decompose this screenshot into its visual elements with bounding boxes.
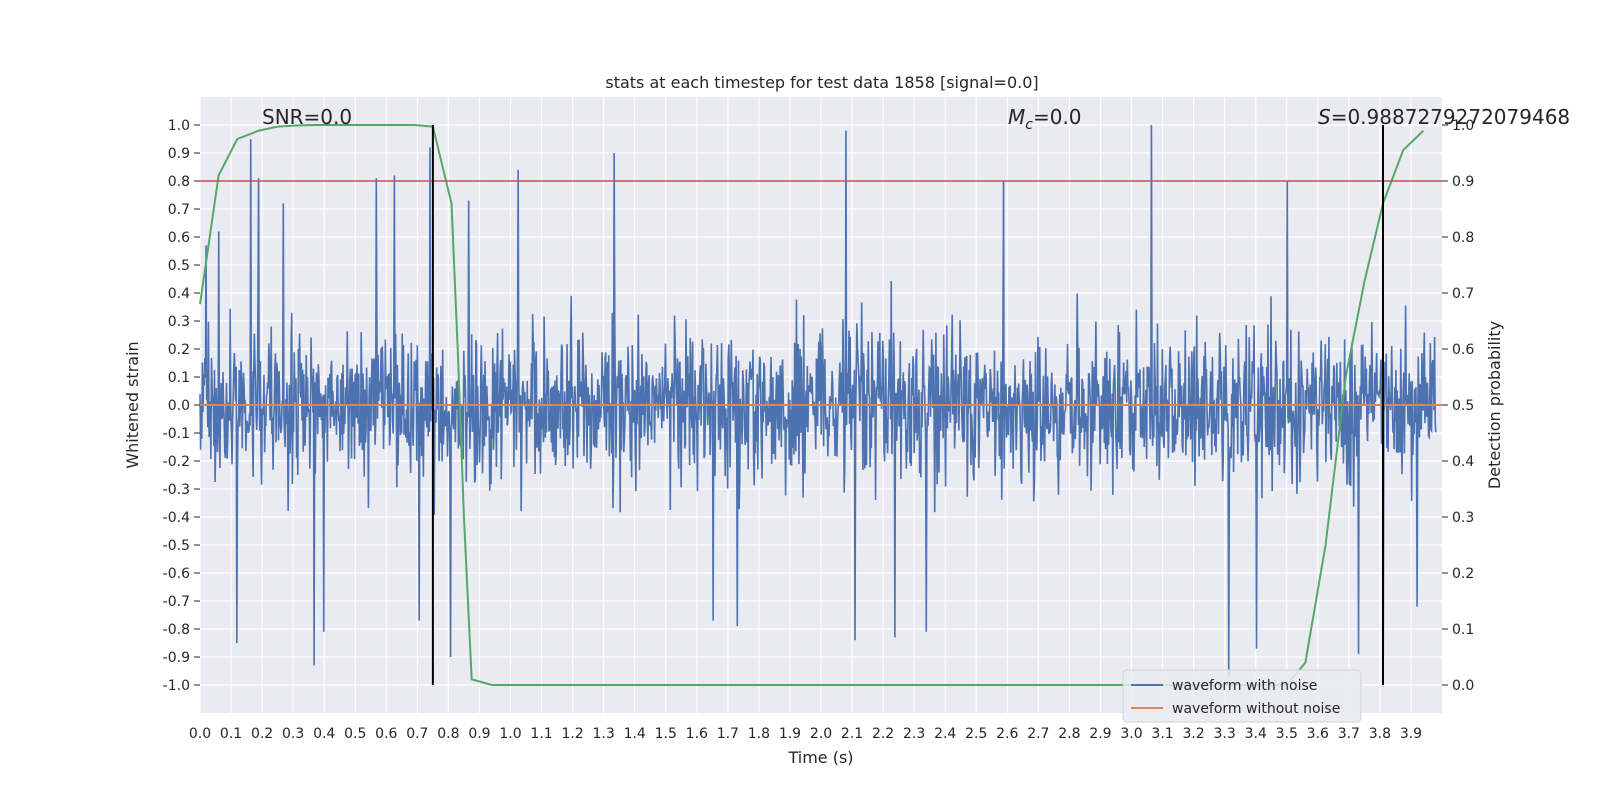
- x-tick-label: 3.0: [1120, 726, 1142, 742]
- x-tick-label: 1.8: [748, 726, 770, 742]
- score-annotation: S=0.9887279272079468: [1318, 105, 1570, 129]
- s-symbol: S: [1318, 105, 1331, 129]
- chart-title: stats at each timestep for test data 185…: [605, 73, 1038, 92]
- x-tick-label: 0.5: [344, 726, 366, 742]
- x-tick-label: 1.4: [624, 726, 646, 742]
- x-tick-label: 1.9: [779, 726, 801, 742]
- series-detection-probability: [199, 124, 1425, 686]
- y-left-tick-label: -0.5: [163, 538, 190, 554]
- x-tick-label: 3.1: [1151, 726, 1173, 742]
- y-right-tick-label: 0.3: [1452, 510, 1474, 526]
- x-tick-label: 3.5: [1276, 726, 1298, 742]
- x-tick-label: 2.3: [903, 726, 925, 742]
- y-left-tick-label: 0.9: [168, 146, 190, 162]
- x-tick-label: 2.9: [1089, 726, 1111, 742]
- snr-annotation: SNR=0.0: [262, 105, 352, 129]
- y-left-tick-label: 0.4: [168, 286, 190, 302]
- y-left-tick-label: 0.6: [168, 230, 190, 246]
- series-layer: [199, 124, 1442, 686]
- mc-subscript: c: [1025, 117, 1033, 133]
- y-right-tick-label: 0.4: [1452, 454, 1474, 470]
- x-tick-label: 1.1: [530, 726, 552, 742]
- y-right-tick-label: 0.9: [1452, 174, 1474, 190]
- y-axis-left: 1.0 0.9 0.8 0.7 0.6 0.5 0.4 0.3 0.2 0.1 0.0 -0.1 -0.…: [163, 118, 200, 694]
- y-right-tick-label: 0.8: [1452, 230, 1474, 246]
- y-left-tick-label: -1.0: [163, 678, 190, 694]
- x-tick-label: 2.5: [965, 726, 987, 742]
- y-left-tick-label: -0.2: [163, 454, 190, 470]
- x-tick-label: 3.4: [1245, 726, 1267, 742]
- series-waveform-with-noise: [199, 124, 1437, 677]
- legend: waveform with noise waveform without noi…: [1122, 669, 1362, 723]
- y-right-tick-label: 0.6: [1452, 342, 1474, 358]
- y-left-tick-label: 1.0: [168, 118, 190, 134]
- x-tick-label: 0.0: [189, 726, 211, 742]
- x-tick-label: 1.3: [593, 726, 615, 742]
- legend-label-without-noise: waveform without noise: [1172, 701, 1340, 717]
- x-tick-label: 0.9: [468, 726, 490, 742]
- x-tick-label: 1.2: [561, 726, 583, 742]
- x-tick-label: 2.7: [1027, 726, 1049, 742]
- x-axis: 0.0 0.1 0.2 0.3 0.4 0.5 0.6 0.7 0.8 0.9 1.0 1.1 1.2 1…: [189, 726, 1422, 742]
- x-tick-label: 2.4: [934, 726, 956, 742]
- y-left-tick-label: -0.4: [163, 510, 190, 526]
- x-tick-label: 3.7: [1338, 726, 1360, 742]
- x-tick-label: 1.7: [717, 726, 739, 742]
- x-axis-label: Time (s): [787, 748, 853, 767]
- x-tick-label: 3.2: [1182, 726, 1204, 742]
- y-left-tick-label: 0.7: [168, 202, 190, 218]
- x-tick-label: 3.9: [1400, 726, 1422, 742]
- s-value: =0.9887279272079468: [1331, 105, 1570, 129]
- x-tick-label: 0.2: [251, 726, 273, 742]
- chirp-mass-annotation: Mc=0.0: [1008, 105, 1082, 133]
- y-left-tick-label: -0.8: [163, 622, 190, 638]
- x-tick-label: 1.5: [655, 726, 677, 742]
- y-left-tick-label: 0.5: [168, 258, 190, 274]
- y-left-tick-label: 0.2: [168, 342, 190, 358]
- y-left-tick-label: -0.7: [163, 594, 190, 610]
- x-tick-label: 3.3: [1214, 726, 1236, 742]
- y-right-tick-label: 0.0: [1452, 678, 1474, 694]
- x-tick-label: 0.3: [282, 726, 304, 742]
- x-tick-label: 2.8: [1058, 726, 1080, 742]
- x-tick-label: 0.8: [437, 726, 459, 742]
- y-left-tick-label: -0.9: [163, 650, 190, 666]
- x-tick-label: 1.6: [686, 726, 708, 742]
- y-right-tick-label: 1.0: [1452, 118, 1474, 134]
- x-tick-label: 2.2: [872, 726, 894, 742]
- y-right-tick-label: 0.7: [1452, 286, 1474, 302]
- y-left-tick-label: 0.3: [168, 314, 190, 330]
- y-left-tick-label: 0.1: [168, 370, 190, 386]
- y-left-tick-label: -0.1: [163, 426, 190, 442]
- x-tick-label: 2.6: [996, 726, 1018, 742]
- mc-value: =0.0: [1033, 105, 1082, 129]
- x-tick-label: 1.0: [499, 726, 521, 742]
- y-axis-right: 1.0 0.9 0.8 0.7 0.6 0.5 0.4 0.3 0.2 0.1 0.0: [1442, 118, 1474, 694]
- x-tick-label: 0.6: [375, 726, 397, 742]
- y-axis-right-label: Detection probability: [1485, 321, 1504, 489]
- legend-label-with-noise: waveform with noise: [1172, 678, 1317, 694]
- y-left-tick-label: 0.8: [168, 174, 190, 190]
- legend-box: [1122, 669, 1362, 723]
- y-axis-left-label: Whitened strain: [123, 341, 142, 468]
- y-right-tick-label: 0.1: [1452, 622, 1474, 638]
- x-tick-label: 0.4: [313, 726, 335, 742]
- x-tick-label: 0.1: [220, 726, 242, 742]
- x-tick-label: 3.8: [1369, 726, 1391, 742]
- x-tick-label: 3.6: [1307, 726, 1329, 742]
- y-left-tick-label: -0.3: [163, 482, 190, 498]
- mc-symbol: M: [1008, 105, 1025, 129]
- x-tick-label: 2.0: [810, 726, 832, 742]
- y-left-tick-label: 0.0: [168, 398, 190, 414]
- x-tick-label: 0.7: [406, 726, 428, 742]
- y-right-tick-label: 0.5: [1452, 398, 1474, 414]
- y-right-tick-label: 0.2: [1452, 566, 1474, 582]
- x-tick-label: 2.1: [841, 726, 863, 742]
- y-left-tick-label: -0.6: [163, 566, 190, 582]
